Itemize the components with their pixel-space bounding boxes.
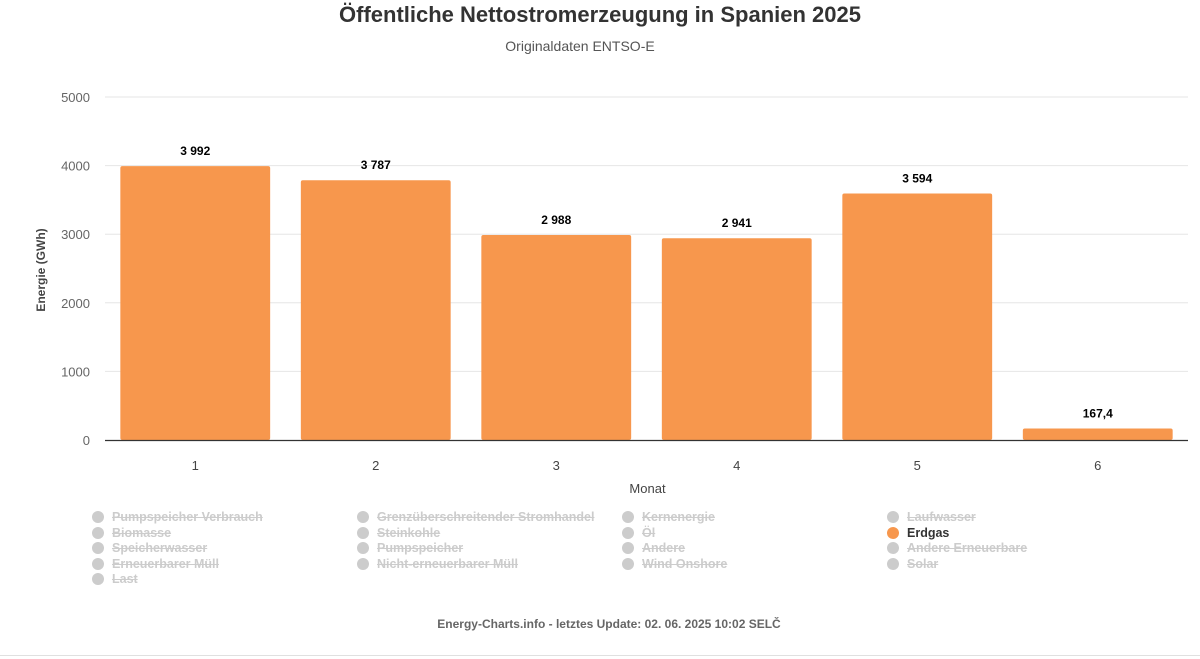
legend-label: Solar: [907, 556, 939, 571]
legend-item[interactable]: Grenzüberschreitender Stromhandel: [357, 510, 594, 524]
chart-subtitle: Originaldaten ENTSO-E: [505, 38, 655, 54]
legend-marker-icon: [92, 573, 104, 585]
legend-label: Öl: [642, 525, 656, 540]
legend-item[interactable]: Wind Onshore: [622, 557, 727, 571]
legend-item[interactable]: Last: [92, 572, 138, 586]
legend-item[interactable]: Erdgas: [887, 526, 949, 540]
x-axis-title: Monat: [629, 481, 666, 496]
legend-marker-icon: [622, 526, 634, 539]
bar: [1022, 428, 1173, 440]
legend-label: Grenzüberschreitender Stromhandel: [377, 510, 595, 524]
chart-title: Öffentliche Nettostromerzeugung in Spani…: [339, 2, 861, 27]
legend-marker-icon: [887, 511, 899, 523]
legend-marker-icon: [92, 557, 104, 570]
legend-item[interactable]: Andere Erneuerbare: [887, 541, 1027, 555]
legend-label: Kernenergie: [642, 510, 715, 524]
y-tick-label: 2000: [61, 296, 90, 311]
legend-marker-icon: [92, 511, 104, 523]
legend-item[interactable]: Andere: [622, 541, 685, 555]
legend-item[interactable]: Biomasse: [92, 526, 171, 540]
legend-item[interactable]: Nicht-erneuerbarer Müll: [357, 557, 518, 571]
x-tick-label: 3: [553, 458, 560, 473]
legend-label: Biomasse: [112, 525, 172, 540]
legend-marker-icon: [887, 557, 899, 570]
legend-marker-icon: [357, 542, 369, 554]
credits-text[interactable]: Energy-Charts.info - letztes Update: 02.…: [437, 617, 781, 631]
x-tick-label: 4: [733, 458, 740, 473]
y-tick-label: 0: [83, 433, 90, 448]
y-tick-label: 4000: [61, 159, 90, 174]
legend-marker-icon: [92, 526, 104, 539]
bar-chart: 0 1000 2000 3000 4000 5000 3 992 1 3 787 2 2 988 3 2…: [34, 90, 1188, 496]
data-label: 3 787: [361, 158, 391, 172]
legend-label: Erneuerbarer Müll: [112, 556, 219, 571]
bar: [661, 238, 812, 440]
legend-label: Last: [112, 572, 138, 586]
legend-marker-icon: [887, 542, 899, 554]
data-label: 2 988: [541, 213, 571, 227]
legend-item[interactable]: Speicherwasser: [92, 541, 207, 555]
bottom-divider: [0, 655, 1200, 656]
legend-label: Erdgas: [907, 525, 950, 540]
y-tick-label: 1000: [61, 364, 90, 379]
legend-label: Nicht-erneuerbarer Müll: [377, 556, 519, 571]
legend-marker-icon: [357, 526, 369, 539]
legend-label: Steinkohle: [377, 525, 441, 540]
legend-label: Pumpspeicher: [377, 541, 464, 555]
legend-item[interactable]: Laufwasser: [887, 510, 976, 524]
bar: [842, 193, 993, 440]
x-tick-label: 5: [914, 458, 921, 473]
legend-marker-icon: [357, 511, 369, 523]
legend-marker-icon: [622, 557, 634, 570]
data-label: 3 992: [180, 144, 210, 158]
legend-label: Andere: [642, 541, 686, 555]
legend-item[interactable]: Erneuerbarer Müll: [92, 557, 219, 571]
x-tick-label: 6: [1094, 458, 1101, 473]
y-axis-title: Energie (GWh): [34, 228, 48, 311]
legend-label: Laufwasser: [907, 510, 976, 524]
y-tick-label: 5000: [61, 90, 90, 105]
bar: [300, 180, 451, 441]
x-tick-label: 2: [372, 458, 379, 473]
data-label: 2 941: [722, 216, 752, 230]
legend-marker-icon: [92, 542, 104, 554]
legend-item[interactable]: Solar: [887, 557, 938, 571]
legend-item[interactable]: Öl: [622, 526, 655, 540]
legend-item[interactable]: Kernenergie: [622, 510, 715, 524]
y-tick-label: 3000: [61, 227, 90, 242]
legend-marker-icon: [622, 511, 634, 523]
legend-label: Pumpspeicher Verbrauch: [112, 510, 263, 524]
legend-item[interactable]: Pumpspeicher: [357, 541, 463, 555]
legend-item[interactable]: Steinkohle: [357, 526, 440, 540]
legend-label: Wind Onshore: [642, 556, 728, 571]
bar: [120, 166, 271, 440]
x-tick-label: 1: [192, 458, 199, 473]
bar: [481, 235, 632, 440]
data-label: 167,4: [1083, 407, 1113, 421]
legend-item[interactable]: Pumpspeicher Verbrauch: [92, 510, 263, 524]
legend-marker-icon: [622, 542, 634, 554]
data-label: 3 594: [902, 171, 932, 185]
legend-marker-icon: [887, 526, 899, 539]
legend-marker-icon: [357, 557, 369, 570]
legend-label: Speicherwasser: [112, 541, 208, 555]
legend-label: Andere Erneuerbare: [907, 541, 1028, 555]
